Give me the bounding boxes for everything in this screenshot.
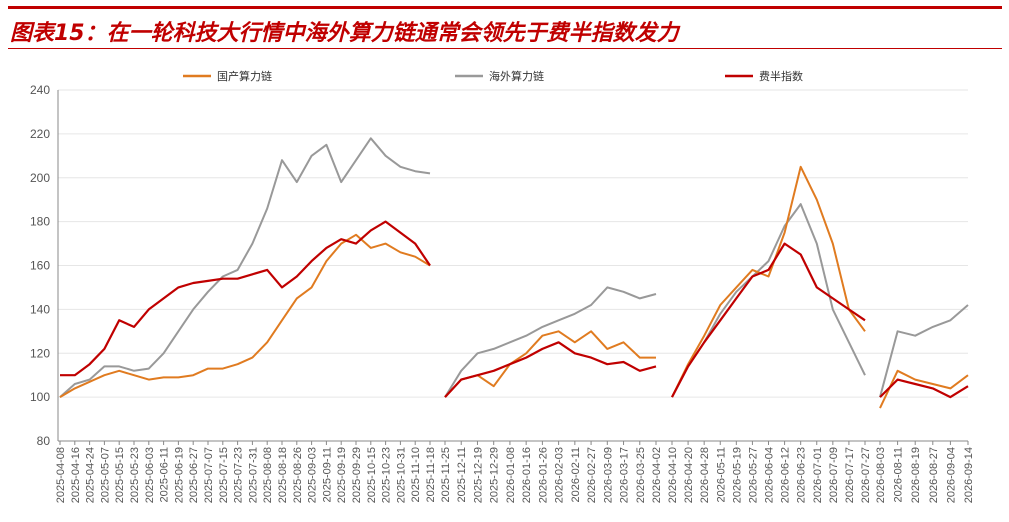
x-tick-label: 2025-06-27 — [188, 447, 200, 503]
x-tick-label: 2026-09-14 — [963, 447, 975, 503]
x-tick-label: 2025-04-16 — [70, 447, 82, 503]
x-tick-label: 2025-07-31 — [247, 447, 259, 503]
x-tick-label: 2026-03-25 — [635, 447, 647, 503]
x-tick-label: 2026-08-19 — [910, 447, 922, 503]
x-tick-label: 2026-04-28 — [699, 447, 711, 503]
series-lines — [59, 137, 969, 409]
x-tick-label: 2026-02-11 — [570, 447, 582, 502]
x-tick-label: 2026-09-04 — [945, 447, 957, 503]
x-tick-label: 2025-08-08 — [262, 447, 274, 503]
x-tick-label: 2025-08-18 — [277, 447, 289, 503]
x-tick-label: 2026-08-27 — [928, 447, 940, 503]
x-tick-label: 2026-06-12 — [780, 447, 792, 503]
y-tick-label: 80 — [37, 434, 51, 448]
x-tick-label: 2025-08-26 — [292, 447, 304, 503]
series-line-1-费半指数 — [444, 341, 657, 398]
x-tick-label: 2025-07-23 — [233, 447, 245, 503]
title-underline — [8, 48, 1002, 49]
x-tick-label: 2026-07-17 — [844, 447, 856, 503]
x-tick-label: 2025-05-07 — [99, 447, 111, 503]
x-tick-label: 2026-08-11 — [893, 447, 905, 502]
x-tick-label: 2025-06-03 — [144, 447, 156, 503]
series-line-0-费半指数 — [60, 220, 431, 377]
x-tick-label: 2026-04-20 — [683, 447, 695, 503]
y-tick-label: 140 — [30, 302, 50, 316]
figure-title: 图表15：在一轮科技大行情中海外算力链通常会领先于费半指数发力 — [10, 21, 679, 46]
x-tick-label: 2026-05-11 — [715, 447, 727, 502]
x-tick-label: 2026-02-03 — [554, 447, 566, 503]
x-tick-label: 2025-06-11 — [159, 447, 171, 502]
x-tick-label: 2025-12-11 — [456, 447, 468, 502]
x-tick-label: 2026-03-17 — [619, 447, 631, 503]
x-tick-label: 2025-05-15 — [114, 447, 126, 503]
x-tick-label: 2026-07-01 — [812, 447, 824, 503]
x-tick-label: 2026-02-27 — [586, 447, 598, 503]
y-tick-label: 100 — [30, 390, 50, 404]
x-tick-label: 2025-04-08 — [55, 447, 67, 503]
x-tick-label: 2026-07-09 — [828, 447, 840, 503]
series-line-3-国产算力链 — [879, 369, 969, 409]
series-line-1-海外算力链 — [444, 286, 657, 398]
x-tick-label: 2026-04-02 — [651, 447, 663, 503]
x-tick-label: 2025-12-19 — [472, 447, 484, 503]
gridlines — [58, 89, 968, 398]
title-top-bar — [8, 6, 1002, 9]
series-line-2-费半指数 — [671, 242, 866, 398]
x-tick-label: 2025-09-29 — [351, 447, 363, 503]
x-tick-label: 2025-04-24 — [85, 447, 97, 503]
series-line-1-国产算力链 — [444, 330, 656, 398]
legend-label: 费半指数 — [759, 69, 803, 83]
y-tick-label: 160 — [30, 259, 50, 273]
series-line-3-海外算力链 — [879, 304, 969, 398]
x-tick-label: 2025-09-11 — [321, 447, 333, 502]
x-tick-label: 2026-05-19 — [731, 447, 743, 503]
x-tick-label: 2026-07-27 — [860, 447, 872, 503]
x-tick-label: 2025-12-29 — [489, 447, 501, 503]
y-tick-label: 200 — [30, 171, 50, 185]
x-tick-label: 2025-05-23 — [129, 447, 141, 503]
series-line-0-海外算力链 — [59, 137, 431, 398]
x-tick-label: 2026-08-03 — [875, 447, 887, 503]
series-line-3-费半指数 — [879, 378, 969, 399]
series-line-2-国产算力链 — [671, 165, 866, 398]
x-tick-label: 2025-11-10 — [410, 447, 422, 502]
x-tick-label: 2026-03-09 — [602, 447, 614, 503]
y-tick-label: 240 — [30, 83, 50, 97]
x-tick-label: 2025-11-25 — [440, 447, 452, 502]
y-tick-label: 180 — [30, 215, 50, 229]
x-tick-label: 2025-09-03 — [307, 447, 319, 503]
x-tick-label: 2026-01-26 — [537, 447, 549, 503]
x-tick-label: 2025-10-23 — [381, 447, 393, 503]
x-tick-label: 2026-01-16 — [521, 447, 533, 503]
x-tick-label: 2025-07-15 — [218, 447, 230, 503]
legend: 国产算力链 海外算力链 费半指数 — [183, 69, 803, 83]
x-tick-label: 2025-10-31 — [395, 447, 407, 503]
series-line-0-国产算力链 — [59, 233, 431, 398]
y-axis: 80 100 120 140 160 180 200 220 240 — [30, 83, 59, 448]
x-tick-label: 2025-06-19 — [173, 447, 185, 503]
x-tick-label: 2026-04-10 — [667, 447, 679, 503]
x-tick-label: 2026-06-23 — [796, 447, 808, 503]
y-tick-label: 120 — [30, 346, 50, 360]
x-tick-label: 2025-09-19 — [336, 447, 348, 503]
x-tick-label: 2026-05-27 — [747, 447, 759, 503]
x-tick-label: 2026-06-04 — [764, 447, 776, 503]
legend-label: 海外算力链 — [489, 69, 544, 83]
y-tick-label: 220 — [30, 127, 50, 141]
x-tick-label: 2025-11-18 — [425, 447, 437, 502]
x-tick-label: 2025-10-15 — [366, 447, 378, 503]
legend-label: 国产算力链 — [217, 69, 272, 83]
x-tick-label: 2026-01-08 — [505, 447, 517, 503]
x-axis: 2025-04-08 2025-04-16 2025-04-24 2025-05-07… — [55, 440, 975, 503]
x-tick-label: 2025-07-07 — [203, 447, 215, 503]
